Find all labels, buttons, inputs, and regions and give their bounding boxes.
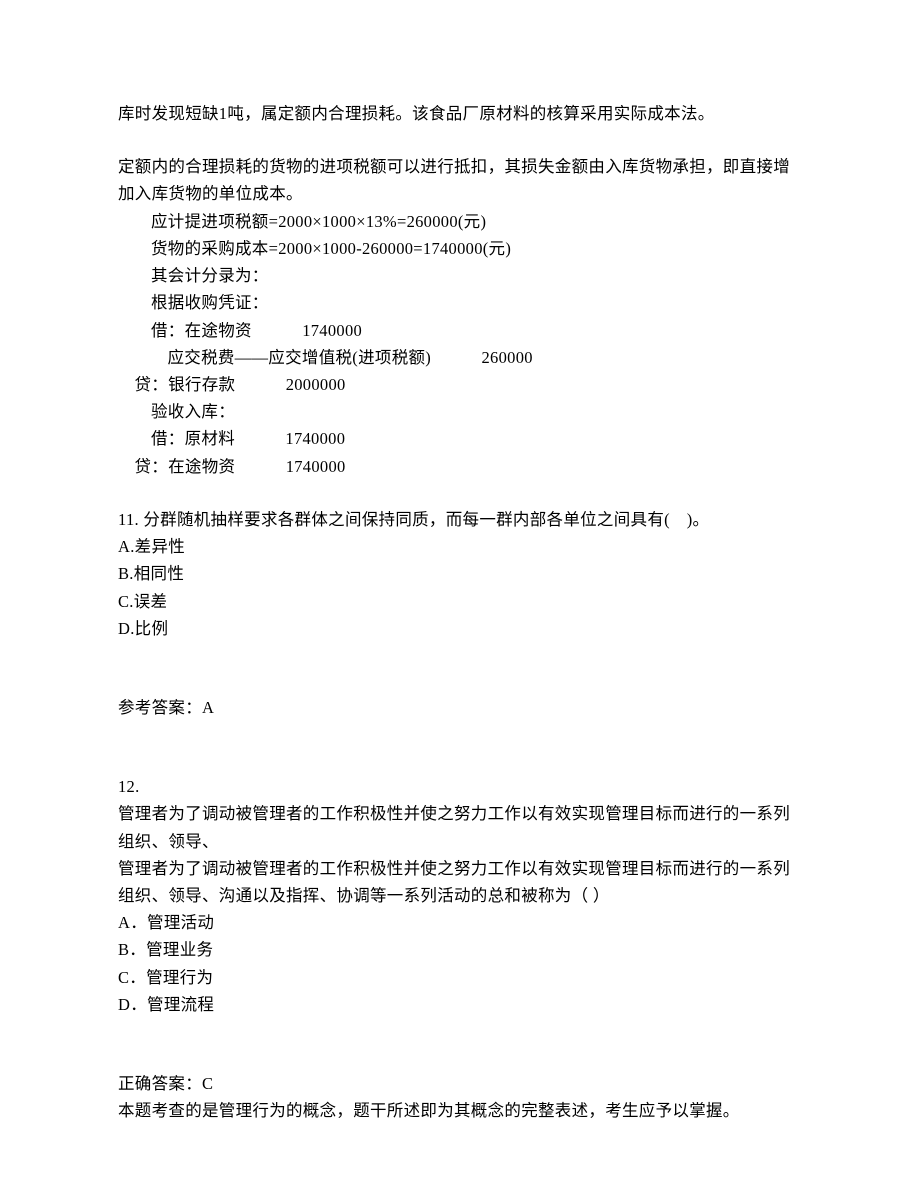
explanation-intro: 定额内的合理损耗的货物的进项税额可以进行抵扣，其损失金额由入库货物承担，即直接增…: [118, 153, 802, 207]
blank: [118, 127, 802, 153]
q12-number: 12.: [118, 773, 802, 800]
journal-entry-2: 应交税费——应交增值税(进项税额) 260000: [118, 344, 802, 371]
q12-explanation: 本题考查的是管理行为的概念，题干所述即为其概念的完整表述，考生应予以掌握。: [118, 1097, 802, 1124]
q12-stem-part2: 管理者为了调动被管理者的工作积极性并使之努力工作以有效实现管理目标而进行的一系列…: [118, 855, 802, 909]
blank: [118, 721, 802, 773]
document-page: 库时发现短缺1吨，属定额内合理损耗。该食品厂原材料的核算采用实际成本法。 定额内…: [0, 0, 920, 1185]
journal-entry-6: 贷：在途物资 1740000: [118, 453, 802, 480]
blank: [118, 1018, 802, 1070]
blank: [118, 642, 802, 694]
calc-line-3: 其会计分录为：: [118, 262, 802, 289]
q11-option-c: C.误差: [118, 588, 802, 615]
q11-answer: 参考答案：A: [118, 694, 802, 721]
journal-entry-3: 贷：银行存款 2000000: [118, 371, 802, 398]
blank: [118, 480, 802, 506]
q12-stem-part1: 管理者为了调动被管理者的工作积极性并使之努力工作以有效实现管理目标而进行的一系列…: [118, 800, 802, 854]
q12-option-a: A．管理活动: [118, 909, 802, 936]
calc-line-2: 货物的采购成本=2000×1000-260000=1740000(元): [118, 235, 802, 262]
q11-stem: 11. 分群随机抽样要求各群体之间保持同质，而每一群内部各单位之间具有( )。: [118, 506, 802, 533]
journal-entry-4: 验收入库：: [118, 398, 802, 425]
q12-answer: 正确答案：C: [118, 1070, 802, 1097]
q11-option-a: A.差异性: [118, 533, 802, 560]
top-fragment-line: 库时发现短缺1吨，属定额内合理损耗。该食品厂原材料的核算采用实际成本法。: [118, 100, 802, 127]
q11-option-b: B.相同性: [118, 560, 802, 587]
q12-option-d: D．管理流程: [118, 991, 802, 1018]
q11-option-d: D.比例: [118, 615, 802, 642]
q12-option-b: B．管理业务: [118, 936, 802, 963]
journal-entry-1: 借：在途物资 1740000: [118, 317, 802, 344]
journal-entry-5: 借：原材料 1740000: [118, 425, 802, 452]
calc-line-4: 根据收购凭证：: [118, 289, 802, 316]
q12-option-c: C．管理行为: [118, 964, 802, 991]
calc-line-1: 应计提进项税额=2000×1000×13%=260000(元): [118, 208, 802, 235]
